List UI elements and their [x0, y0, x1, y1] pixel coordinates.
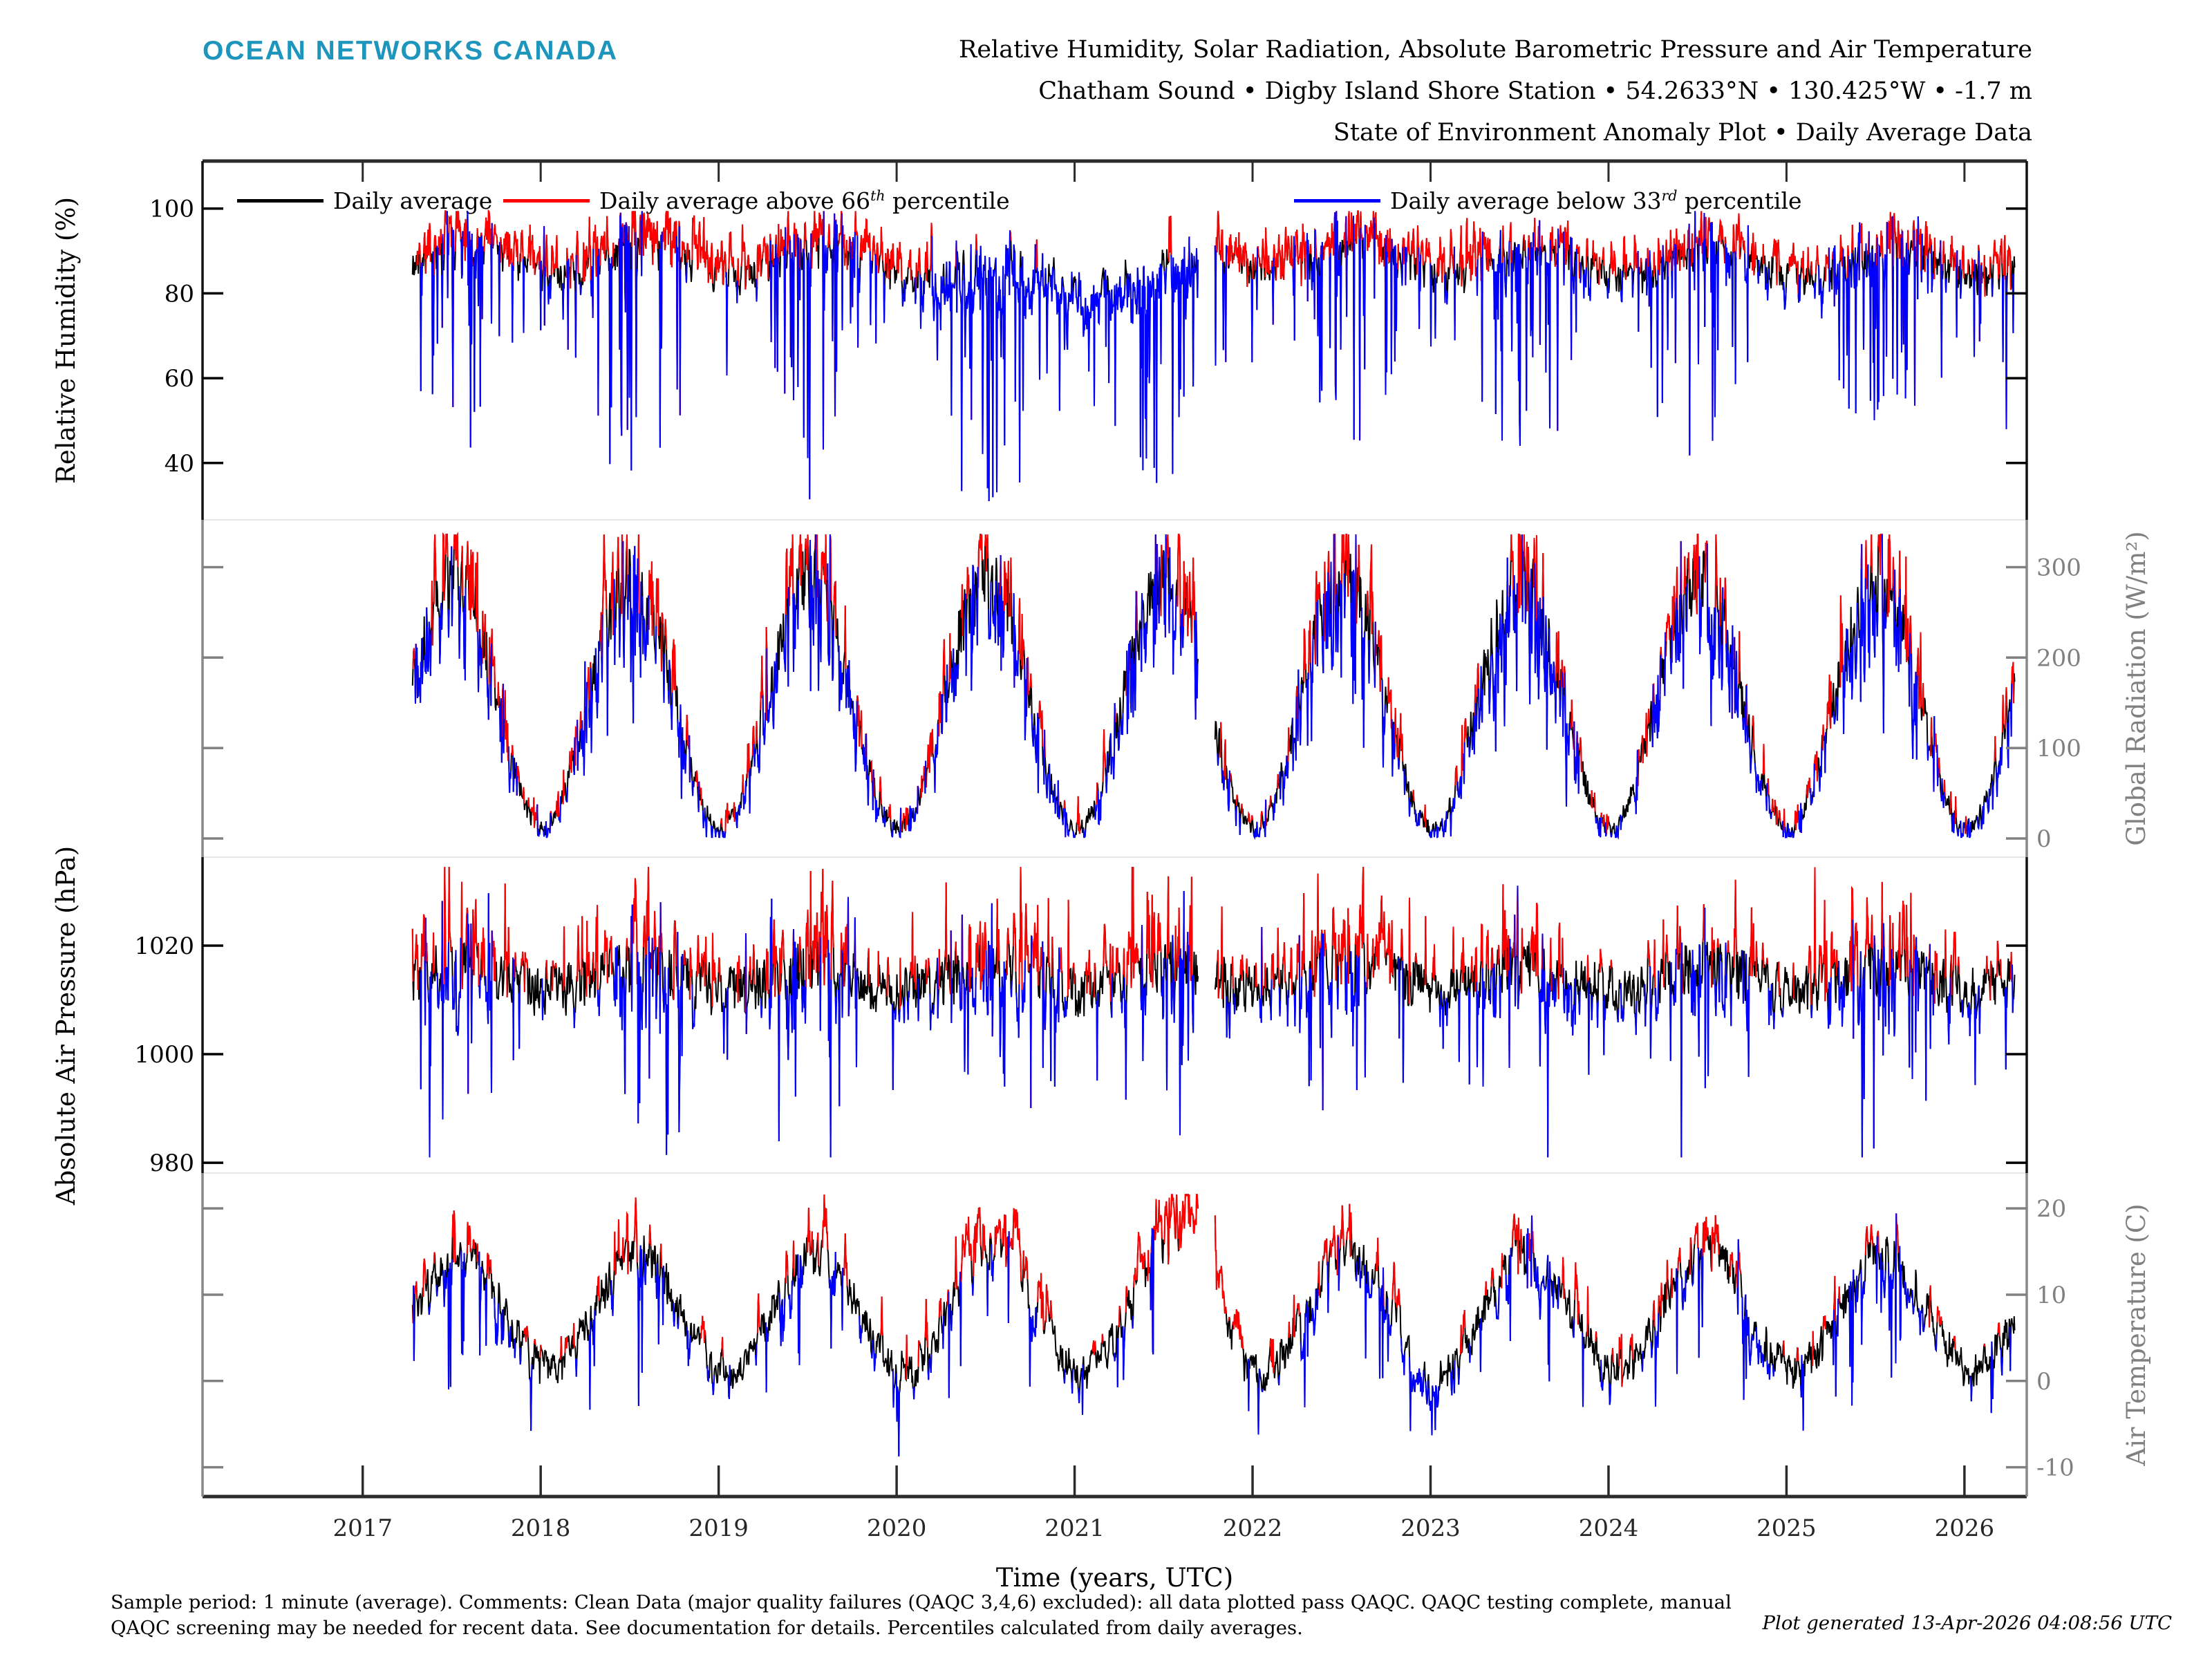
footer-line-2: QAQC screening may be needed for recent … — [111, 1617, 1303, 1639]
x-tick-label-2019: 2019 — [688, 1515, 749, 1542]
y-tick-label-air_temperature-10: 10 — [2036, 1282, 2066, 1309]
y-axis-title-absolute_air_pressure: Absolute Air Pressure (hPa) — [51, 846, 81, 1206]
y-tick-label-absolute_air_pressure-1020: 1020 — [134, 932, 194, 960]
y-axis-title-relative_humidity: Relative Humidity (%) — [51, 197, 81, 484]
legend-item-2: Daily average below 33rd percentile — [1294, 185, 1802, 216]
y-tick-label-global_radiation-0: 0 — [2036, 825, 2052, 853]
series-global_radiation-average — [411, 532, 2016, 840]
legend-label: Daily average below 33rd percentile — [1390, 187, 1802, 214]
y-tick-label-global_radiation-100: 100 — [2036, 735, 2081, 762]
x-tick-label-2026: 2026 — [1935, 1515, 1995, 1542]
title-line-station: Chatham Sound • Digby Island Shore Stati… — [1038, 77, 2032, 105]
onc-logo: OCEAN NETWORKS CANADA — [203, 36, 618, 66]
x-tick-label-2018: 2018 — [511, 1515, 571, 1542]
title-line-plot-type: State of Environment Anomaly Plot • Dail… — [1333, 119, 2032, 147]
plot-title: Relative Humidity, Solar Radiation, Abso… — [959, 29, 2032, 153]
x-tick-label-2021: 2021 — [1044, 1515, 1105, 1542]
series-absolute_air_pressure-average — [411, 867, 2016, 1158]
y-tick-label-global_radiation-300: 300 — [2036, 554, 2081, 581]
series-air_temperature-below-33rd — [413, 1213, 2012, 1456]
series-absolute_air_pressure-below-33rd — [420, 885, 2014, 1158]
y-tick-label-relative_humidity-100: 100 — [149, 196, 194, 223]
legend-line-sample — [237, 198, 324, 203]
y-tick-label-relative_humidity-40: 40 — [165, 450, 194, 478]
y-tick-label-absolute_air_pressure-980: 980 — [149, 1150, 194, 1177]
series-absolute_air_pressure-above-66th — [411, 867, 2013, 1158]
x-tick-label-2020: 2020 — [867, 1515, 927, 1542]
series-global_radiation-above-66th — [412, 532, 2015, 838]
title-line-variables: Relative Humidity, Solar Radiation, Abso… — [958, 36, 2032, 64]
footer-comments: Sample period: 1 minute (average). Comme… — [111, 1590, 1732, 1641]
x-tick-label-2025: 2025 — [1756, 1515, 1817, 1542]
x-tick-label-2023: 2023 — [1400, 1515, 1461, 1542]
y-tick-label-relative_humidity-80: 80 — [165, 280, 194, 308]
series-relative_humidity-above-66th — [416, 209, 2012, 456]
x-tick-label-2022: 2022 — [1223, 1515, 1283, 1542]
y-axis-title-global_radiation: Global Radiation (W/m²) — [2121, 531, 2151, 845]
x-axis-title: Time (years, UTC) — [996, 1563, 1233, 1593]
series-relative_humidity-below-33rd — [420, 211, 2015, 502]
legend-label: Daily average above 66th percentile — [599, 187, 1010, 214]
series-air_temperature-above-66th — [412, 1194, 2000, 1398]
legend-line-sample — [1294, 198, 1380, 203]
series-air_temperature-average — [411, 1194, 2016, 1456]
legend: Daily average Daily average above 66th pe… — [0, 185, 2212, 216]
plot-generated-timestamp: Plot generated 13-Apr-2026 04:08:56 UTC — [1762, 1612, 2172, 1634]
y-tick-label-air_temperature-0: 0 — [2036, 1368, 2052, 1396]
y-tick-label-absolute_air_pressure-1000: 1000 — [134, 1041, 194, 1069]
y-tick-label-air_temperature-20: 20 — [2036, 1195, 2066, 1223]
y-axis-title-air_temperature: Air Temperature (C) — [2121, 1203, 2151, 1466]
legend-item-1: Daily average above 66th percentile — [503, 185, 1010, 216]
footer-line-1: Sample period: 1 minute (average). Comme… — [111, 1591, 1732, 1613]
x-tick-label-2017: 2017 — [332, 1515, 393, 1542]
y-tick-label-air_temperature--10: -10 — [2036, 1454, 2074, 1482]
legend-item-0: Daily average — [237, 185, 492, 216]
y-tick-label-relative_humidity-60: 60 — [165, 365, 194, 393]
y-tick-label-global_radiation-200: 200 — [2036, 644, 2081, 672]
x-tick-label-2024: 2024 — [1579, 1515, 1639, 1542]
legend-line-sample — [503, 198, 590, 203]
series-global_radiation-below-33rd — [414, 534, 2013, 840]
legend-label: Daily average — [333, 187, 493, 214]
